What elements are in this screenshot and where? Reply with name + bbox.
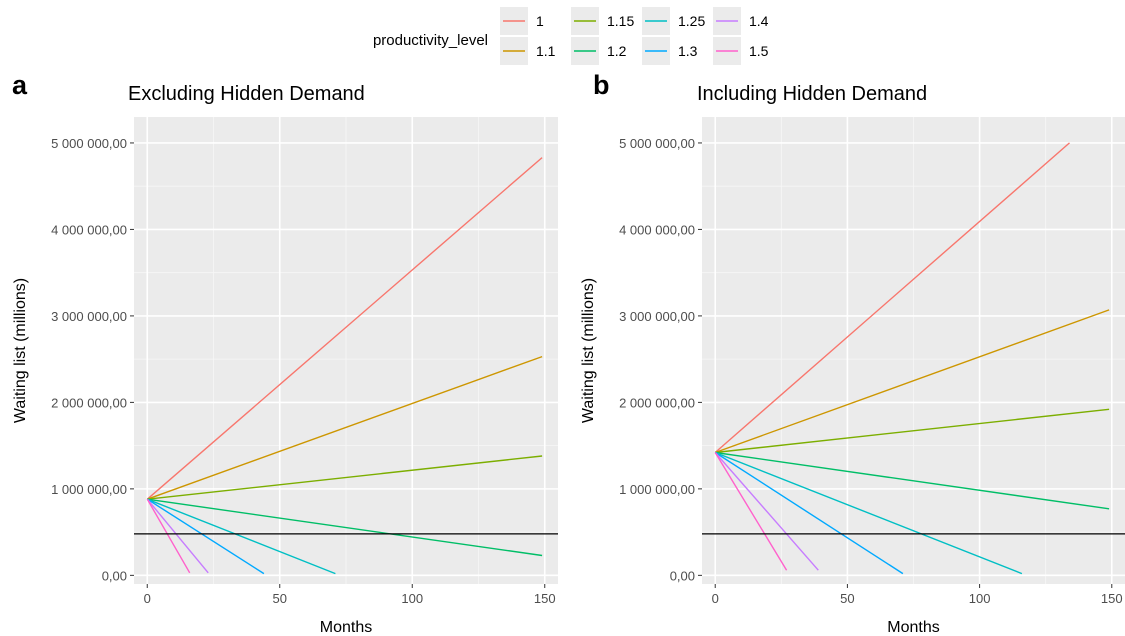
panel-letter: b xyxy=(593,70,610,100)
series-line-1-5 xyxy=(146,498,191,574)
x-tick-label: 150 xyxy=(1101,591,1123,606)
series-line-1-1 xyxy=(147,355,543,500)
series-line-1-15 xyxy=(147,455,543,500)
y-tick-label: 0,00 xyxy=(102,568,127,583)
x-tick-label: 0 xyxy=(144,591,151,606)
panel-b: b Including Hidden Demand 0 50 100 150 0,00 1 0… xyxy=(580,70,1125,636)
legend-label: 1.4 xyxy=(749,13,769,29)
series-line-1-3 xyxy=(146,498,265,575)
y-tick-label: 4 000 000,00 xyxy=(51,222,127,237)
chart-title: Excluding Hidden Demand xyxy=(128,83,365,105)
legend-label: 1.3 xyxy=(678,43,698,59)
series-line-1 xyxy=(714,142,1070,454)
y-tick-label: 5 000 000,00 xyxy=(619,136,695,151)
x-axis-title: Months xyxy=(320,619,372,636)
legend-label: 1.25 xyxy=(678,13,705,29)
y-tick-label: 2 000 000,00 xyxy=(619,395,695,410)
legend-title: productivity_level xyxy=(373,32,488,49)
y-tick-label: 5 000 000,00 xyxy=(51,136,127,151)
x-tick-label: 100 xyxy=(401,591,423,606)
legend-label: 1.15 xyxy=(607,13,634,29)
legend-label: 1.1 xyxy=(536,43,556,59)
y-tick-label: 0,00 xyxy=(670,568,695,583)
x-axis-title: Months xyxy=(887,619,939,636)
y-tick-label: 1 000 000,00 xyxy=(619,482,695,497)
y-axis-title: Waiting list (millions) xyxy=(580,278,597,423)
x-tick-label: 50 xyxy=(840,591,854,606)
y-tick-label: 2 000 000,00 xyxy=(51,395,127,410)
legend: productivity_level 1 1.1 1.15 1.2 1.25 1.3 1.4… xyxy=(373,7,769,65)
series-line-1-2 xyxy=(147,498,543,557)
x-tick-label: 100 xyxy=(969,591,991,606)
x-tick-label: 0 xyxy=(712,591,719,606)
series-line-1-4 xyxy=(146,498,209,574)
panel-a: a Excluding Hidden Demand 0 50 100 150 0,00 1 0… xyxy=(12,70,558,636)
series-line-1-2 xyxy=(715,451,1110,510)
x-tick-label: 150 xyxy=(534,591,556,606)
legend-label: 1 xyxy=(536,13,544,29)
series-line-1-25 xyxy=(714,451,1023,575)
y-tick-label: 3 000 000,00 xyxy=(51,309,127,324)
series-line-1-25 xyxy=(147,498,336,575)
legend-label: 1.5 xyxy=(749,43,769,59)
legend-label: 1.2 xyxy=(607,43,627,59)
series-line-1-4 xyxy=(714,452,819,571)
series-line-1-15 xyxy=(715,408,1110,454)
series-line-1-5 xyxy=(714,452,788,571)
y-axis-title: Waiting list (millions) xyxy=(12,278,29,423)
y-tick-label: 4 000 000,00 xyxy=(619,222,695,237)
series-line-1-3 xyxy=(714,451,904,575)
x-tick-label: 50 xyxy=(273,591,287,606)
series-line-1 xyxy=(146,157,543,500)
series-line-1-1 xyxy=(714,309,1110,454)
y-tick-label: 3 000 000,00 xyxy=(619,309,695,324)
panel-letter: a xyxy=(12,70,28,100)
y-tick-label: 1 000 000,00 xyxy=(51,482,127,497)
chart-title: Including Hidden Demand xyxy=(697,83,927,105)
